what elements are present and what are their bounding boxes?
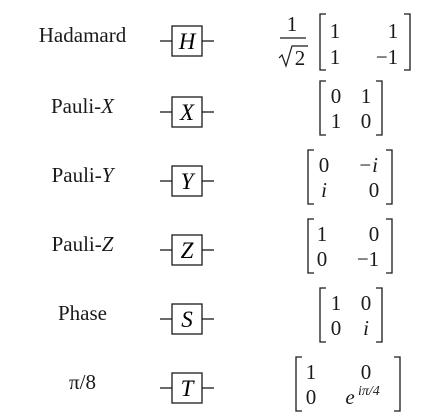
scalar-numerator: 1 [287, 12, 298, 36]
gate-row-hadamard: Hadamard H 1 2 1 1 1 −1 [0, 0, 448, 71]
matrix-cell: 1 [317, 222, 328, 246]
matrix-cell: 1 [330, 19, 341, 43]
matrix-cell: 0 [361, 360, 372, 384]
pauli-x-matrix: 0 1 1 0 [319, 80, 383, 136]
gate-name-variable: Z [101, 232, 114, 256]
matrix-cell: 1 [388, 19, 399, 43]
matrix-right-bracket [376, 287, 383, 343]
matrix-cell: 1 [331, 291, 342, 315]
gate-box-svg: X [160, 96, 214, 128]
gate-letter: H [178, 29, 197, 54]
hadamard-matrix: 1 2 1 1 1 −1 [278, 12, 411, 71]
gate-letter: X [179, 100, 195, 125]
matrix-right-bracket [404, 13, 411, 71]
matrix-cell: 0 [319, 153, 330, 177]
gate-name-variable: X [101, 94, 114, 118]
matrix-cell: 0 [331, 316, 342, 340]
gate-name-text: Phase [58, 301, 107, 325]
gate-letter: S [181, 307, 193, 332]
matrix-left-bracket [307, 149, 314, 205]
gate-name: Phase [20, 300, 145, 326]
gate-name-variable: Y [101, 163, 114, 187]
matrix-cell: 0 [369, 178, 380, 202]
matrix-cell: i [321, 178, 327, 202]
gate-row-pauli-y: Pauli-Y Y 0 −i i 0 [0, 140, 448, 205]
gate-row-phase: Phase S 1 0 0 i [0, 278, 448, 343]
circuit-gate-symbol: Y [160, 150, 250, 200]
scalar-denominator: 2 [295, 46, 306, 70]
matrix-cell: −i [358, 153, 378, 177]
pauli-z-matrix: 1 0 0 −1 [307, 218, 393, 274]
gate-name-text: π/8 [69, 370, 96, 394]
matrix-cell-exponent: iπ/4 [358, 384, 380, 399]
matrix-cell: 0 [331, 84, 342, 108]
matrix-cell: 0 [361, 109, 372, 133]
gate-letter: T [181, 376, 196, 401]
circuit-gate-symbol: Z [160, 219, 250, 269]
matrix-right-bracket [376, 80, 383, 136]
matrix-left-bracket [319, 80, 326, 136]
matrix-left-bracket [295, 356, 302, 412]
gate-name: Pauli-Z [20, 231, 145, 257]
gate-name: Pauli-X [20, 93, 145, 119]
matrix-right-bracket [394, 356, 401, 412]
pi-over-8-matrix: 1 0 0 e iπ/4 [295, 356, 401, 412]
sqrt-radical [278, 45, 308, 68]
gate-name: Hadamard [20, 22, 145, 48]
circuit-gate-symbol: H [160, 10, 250, 60]
matrix-cell: 1 [330, 45, 341, 69]
gate-name-text: Pauli- [51, 232, 102, 256]
matrix-left-bracket [319, 287, 326, 343]
matrix-cell: 0 [361, 291, 372, 315]
gate-name: π/8 [20, 369, 145, 395]
gate-box-svg: T [160, 372, 214, 404]
matrix-left-bracket [307, 218, 314, 274]
matrix-cell: −1 [376, 45, 398, 69]
gate-row-pi-over-8: π/8 T 1 0 0 e iπ/4 [0, 347, 448, 412]
circuit-gate-symbol: S [160, 288, 250, 338]
circuit-gate-symbol: X [160, 81, 250, 131]
matrix-cell: 0 [306, 385, 317, 409]
gate-letter: Y [181, 169, 196, 194]
gate-name-text: Pauli- [51, 94, 102, 118]
matrix-right-bracket [386, 149, 393, 205]
matrix-right-bracket [386, 218, 393, 274]
matrix-cell: 1 [306, 360, 317, 384]
pauli-y-matrix: 0 −i i 0 [307, 149, 393, 205]
phase-matrix: 1 0 0 i [319, 287, 383, 343]
gate-box-svg: Z [160, 234, 214, 266]
matrix-cell-exp-base: e [345, 385, 354, 409]
matrix-cell: −1 [357, 247, 379, 271]
matrix-cell: i [363, 316, 369, 340]
gate-row-pauli-z: Pauli-Z Z 1 0 0 −1 [0, 209, 448, 274]
matrix-cell: 0 [317, 247, 328, 271]
matrix-cell: 1 [331, 109, 342, 133]
matrix-cell: 1 [361, 84, 372, 108]
gate-letter: Z [181, 238, 194, 263]
gate-box-svg: Y [160, 165, 214, 197]
gate-box-svg: H [160, 25, 214, 57]
gate-name: Pauli-Y [20, 162, 145, 188]
gate-name-text: Pauli- [51, 163, 102, 187]
gate-row-pauli-x: Pauli-X X 0 1 1 0 [0, 71, 448, 136]
gate-box-svg: S [160, 303, 214, 335]
matrix-left-bracket [319, 13, 326, 71]
gate-name-text: Hadamard [38, 23, 127, 47]
matrix-cell: 0 [369, 222, 380, 246]
circuit-gate-symbol: T [160, 357, 250, 407]
